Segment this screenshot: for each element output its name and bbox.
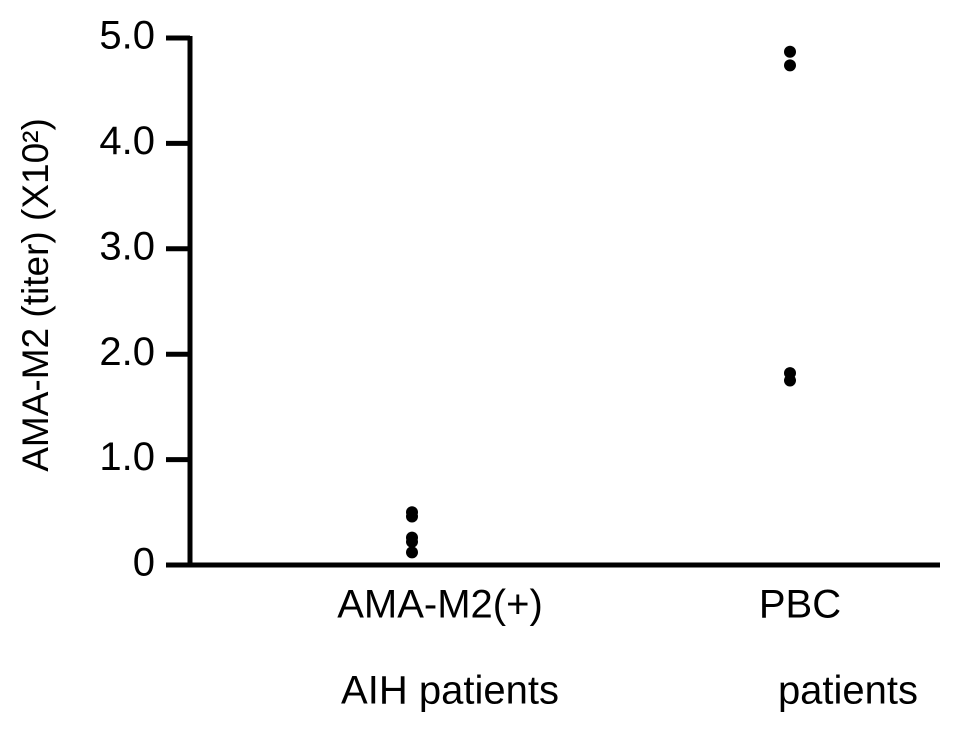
dot	[406, 510, 418, 523]
dot	[406, 535, 418, 548]
y-axis-label: AMA-M2 (titer) (X10²)	[15, 118, 56, 472]
x-tick-label: PBC	[759, 583, 841, 627]
x-tick-label: AIH patients	[341, 669, 559, 713]
dot	[784, 374, 796, 387]
y-tick-label: 0	[133, 541, 155, 585]
y-tick-label: 2.0	[99, 330, 155, 374]
y-tick-label: 5.0	[99, 14, 155, 58]
y-tick-label: 4.0	[99, 119, 155, 163]
y-tick-label: 3.0	[99, 224, 155, 268]
dot	[784, 45, 796, 58]
dot	[784, 59, 796, 72]
x-tick-label: AMA-M2(+)	[337, 583, 543, 627]
dot	[406, 546, 418, 559]
y-tick-label: 1.0	[99, 435, 155, 479]
x-tick-label: patients	[778, 669, 918, 713]
